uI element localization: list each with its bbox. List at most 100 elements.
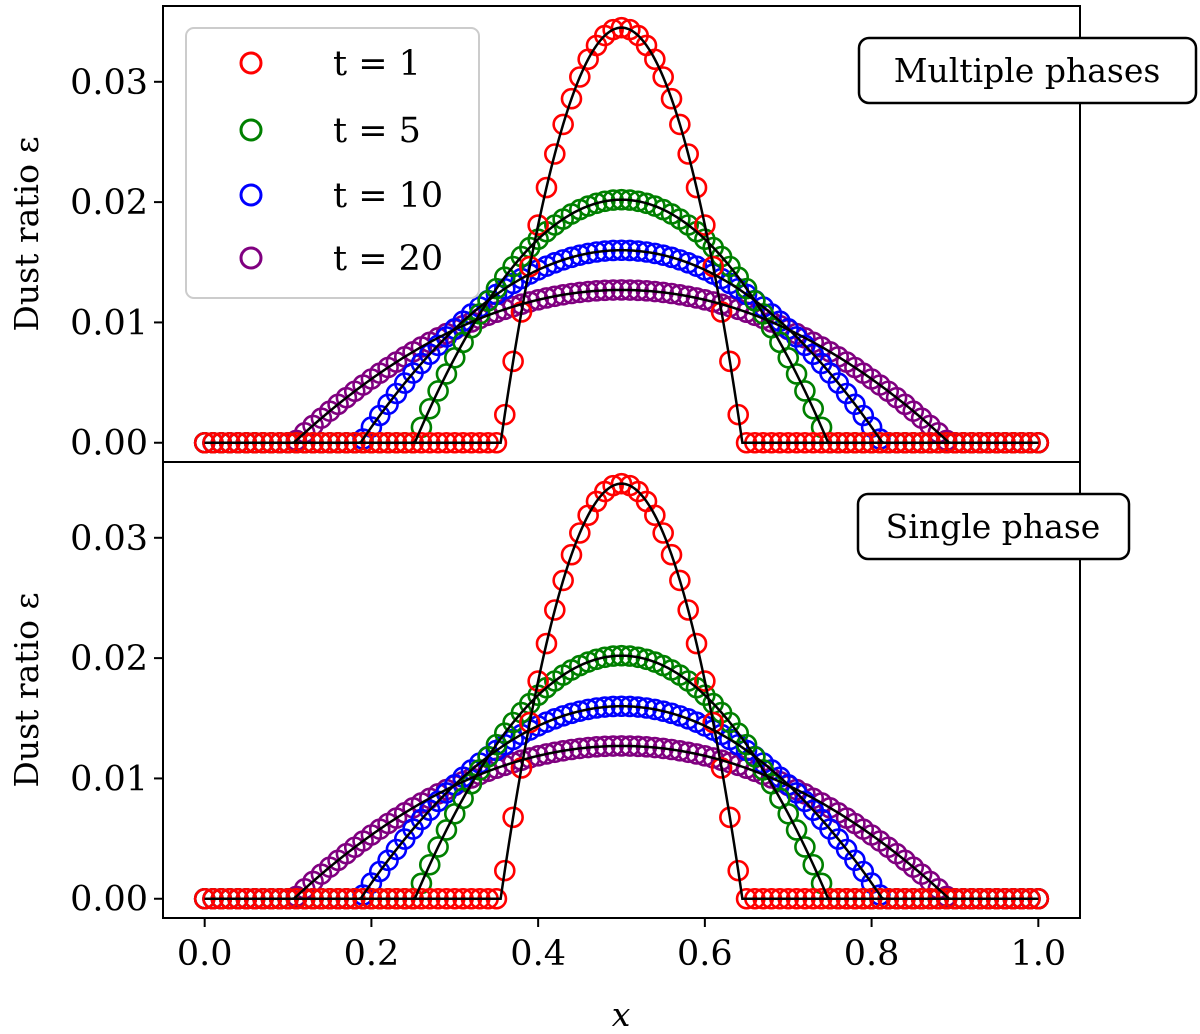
- legend-entry: t = 20: [239, 239, 443, 279]
- data-point: [544, 599, 566, 621]
- data-point: [427, 380, 449, 402]
- data-point: [794, 836, 816, 858]
- data-point: [569, 522, 591, 544]
- data-point: [644, 698, 666, 721]
- data-point: [785, 819, 808, 841]
- data-point: [535, 287, 558, 309]
- data-point: [677, 285, 699, 308]
- data-point: [694, 670, 716, 692]
- data-point: [527, 745, 549, 767]
- data-point: [652, 66, 674, 88]
- data-point: [535, 632, 558, 655]
- annotation-multiple-phases: Multiple phases: [857, 36, 1198, 105]
- top-yticks: 0.00 0.01 0.02 0.03: [70, 63, 163, 464]
- y-tick-label: 0.02: [70, 639, 148, 679]
- data-point: [727, 859, 750, 882]
- x-tick-label: 0.6: [677, 934, 733, 974]
- data-point: [427, 836, 449, 858]
- data-point: [493, 859, 516, 882]
- data-point: [802, 853, 825, 876]
- data-point: [685, 632, 708, 655]
- data-point: [569, 700, 591, 722]
- data-point: [418, 397, 441, 420]
- data-point: [710, 757, 733, 779]
- data-point: [552, 113, 574, 136]
- legend-entry: t = 5: [239, 111, 421, 151]
- top-ylabel: Dust ratio ε: [7, 136, 46, 331]
- series-t20: [193, 279, 1050, 454]
- data-point: [552, 283, 574, 306]
- data-point: [685, 743, 708, 765]
- data-point: [493, 403, 516, 426]
- legend-label: t = 10: [333, 176, 443, 216]
- bottom-plot-marks: [193, 472, 1050, 910]
- y-tick-label: 0.00: [70, 880, 148, 920]
- x-tick-label: 0.0: [177, 934, 233, 974]
- annotation-text: Multiple phases: [894, 51, 1161, 90]
- data-point: [594, 190, 616, 213]
- legend-marker-icon: [239, 183, 263, 207]
- data-point: [585, 648, 608, 671]
- top-plot-marks: [193, 16, 1050, 454]
- data-point: [502, 350, 524, 373]
- data-point: [644, 504, 666, 527]
- data-point: [694, 214, 716, 236]
- legend-label: t = 1: [333, 44, 421, 84]
- data-point: [560, 543, 583, 566]
- panel-bottom: 0.00 0.01 0.02 0.03 0.0 0.2 0.4 0.6 0.8 1.0 Sing…: [7, 461, 1131, 1034]
- bottom-yticks: 0.00 0.01 0.02 0.03: [70, 519, 163, 920]
- data-point: [577, 698, 599, 721]
- data-point: [552, 569, 574, 592]
- data-point: [669, 739, 691, 762]
- data-point: [602, 474, 624, 497]
- x-tick-label: 0.8: [844, 934, 900, 974]
- panel-top: 0.00 0.01 0.02 0.03 t = 1 t = 5 t = 10 t = …: [7, 5, 1198, 464]
- data-point: [677, 143, 699, 165]
- data-point: [660, 87, 683, 110]
- analytic-curve: [204, 248, 1039, 444]
- legend-marker-icon: [239, 246, 263, 270]
- data-point: [685, 287, 708, 309]
- y-tick-label: 0.03: [70, 63, 148, 103]
- data-point: [677, 741, 699, 764]
- data-point: [669, 283, 691, 306]
- legend-entry: t = 1: [239, 44, 421, 84]
- data-point: [594, 646, 616, 669]
- y-tick-label: 0.00: [70, 424, 148, 464]
- data-point: [502, 806, 524, 829]
- annotation-single-phase: Single phase: [856, 492, 1131, 561]
- bottom-ylabel: Dust ratio ε: [7, 592, 46, 787]
- data-point: [527, 670, 549, 692]
- analytic-curve: [204, 288, 1039, 444]
- data-point: [518, 255, 541, 278]
- legend-marker-icon: [239, 51, 263, 75]
- legend-label: t = 5: [333, 111, 421, 151]
- legend: t = 1 t = 5 t = 10 t = 20: [185, 27, 480, 299]
- data-point: [560, 87, 583, 110]
- series-t5: [193, 644, 1050, 910]
- data-point: [577, 242, 599, 265]
- data-point: [535, 743, 558, 765]
- data-point: [569, 244, 591, 266]
- data-point: [544, 285, 566, 308]
- data-point: [702, 255, 725, 278]
- data-point: [719, 350, 741, 373]
- series-t10: [193, 695, 1050, 910]
- data-point: [552, 739, 574, 762]
- data-point: [785, 363, 808, 385]
- data-point: [560, 246, 583, 269]
- data-point: [602, 18, 624, 41]
- legend-frame: [185, 27, 480, 299]
- y-tick-label: 0.01: [70, 759, 148, 799]
- data-point: [544, 741, 566, 764]
- y-tick-label: 0.01: [70, 303, 148, 343]
- legend-entry: t = 10: [239, 176, 443, 216]
- data-point: [527, 289, 549, 311]
- data-point: [544, 143, 566, 165]
- annotation-text: Single phase: [886, 507, 1101, 546]
- data-point: [560, 702, 583, 725]
- annotation-box: [856, 492, 1131, 561]
- data-point: [652, 522, 674, 544]
- annotation-box: [857, 36, 1198, 105]
- data-point: [660, 543, 683, 566]
